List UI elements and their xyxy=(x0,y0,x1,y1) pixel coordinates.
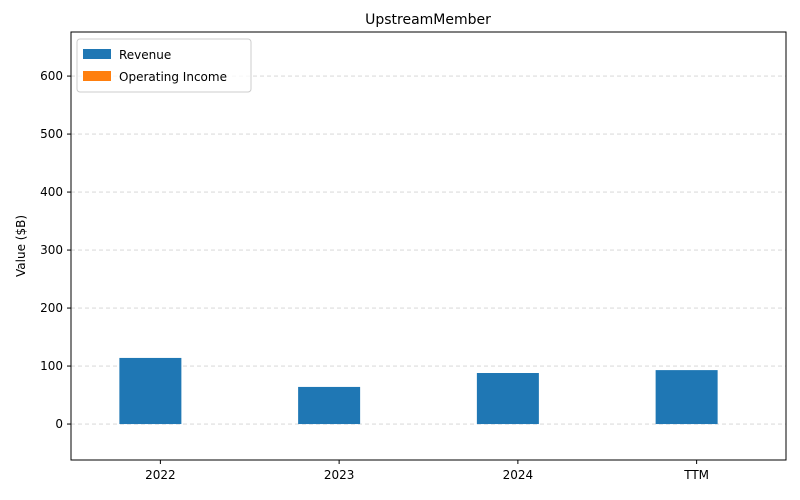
y-tick-label: 100 xyxy=(40,359,63,373)
x-tick-label: 2023 xyxy=(324,468,355,482)
bars xyxy=(119,357,718,425)
legend: Revenue Operating Income xyxy=(76,38,252,93)
legend-swatch-operating-income xyxy=(83,71,111,81)
x-axis: 2022 2023 2024 TTM xyxy=(145,460,709,482)
x-tick-label: 2024 xyxy=(503,468,534,482)
y-tick-label: 0 xyxy=(55,417,63,431)
chart-title: UpstreamMember xyxy=(365,12,491,28)
x-tick-label: TTM xyxy=(683,468,709,482)
y-tick-label: 500 xyxy=(40,127,63,141)
y-tick-label: 400 xyxy=(40,185,63,199)
legend-swatch-revenue xyxy=(83,49,111,59)
bar-revenue-2022 xyxy=(119,357,182,425)
bar-revenue-2023 xyxy=(298,386,361,425)
y-tick-label: 200 xyxy=(40,301,63,315)
legend-box xyxy=(76,38,252,93)
y-tick-label: 600 xyxy=(40,69,63,83)
y-tick-label: 300 xyxy=(40,243,63,257)
plot-frame xyxy=(70,31,787,461)
y-axis: 0 100 200 300 400 500 600 xyxy=(40,69,71,431)
bar-revenue-ttm xyxy=(655,370,718,425)
bar-revenue-2024 xyxy=(476,373,539,425)
y-axis-title: Value ($B) xyxy=(14,215,28,277)
x-tick-label: 2022 xyxy=(145,468,176,482)
legend-label-revenue: Revenue xyxy=(119,48,171,62)
legend-label-operating-income: Operating Income xyxy=(119,70,227,84)
